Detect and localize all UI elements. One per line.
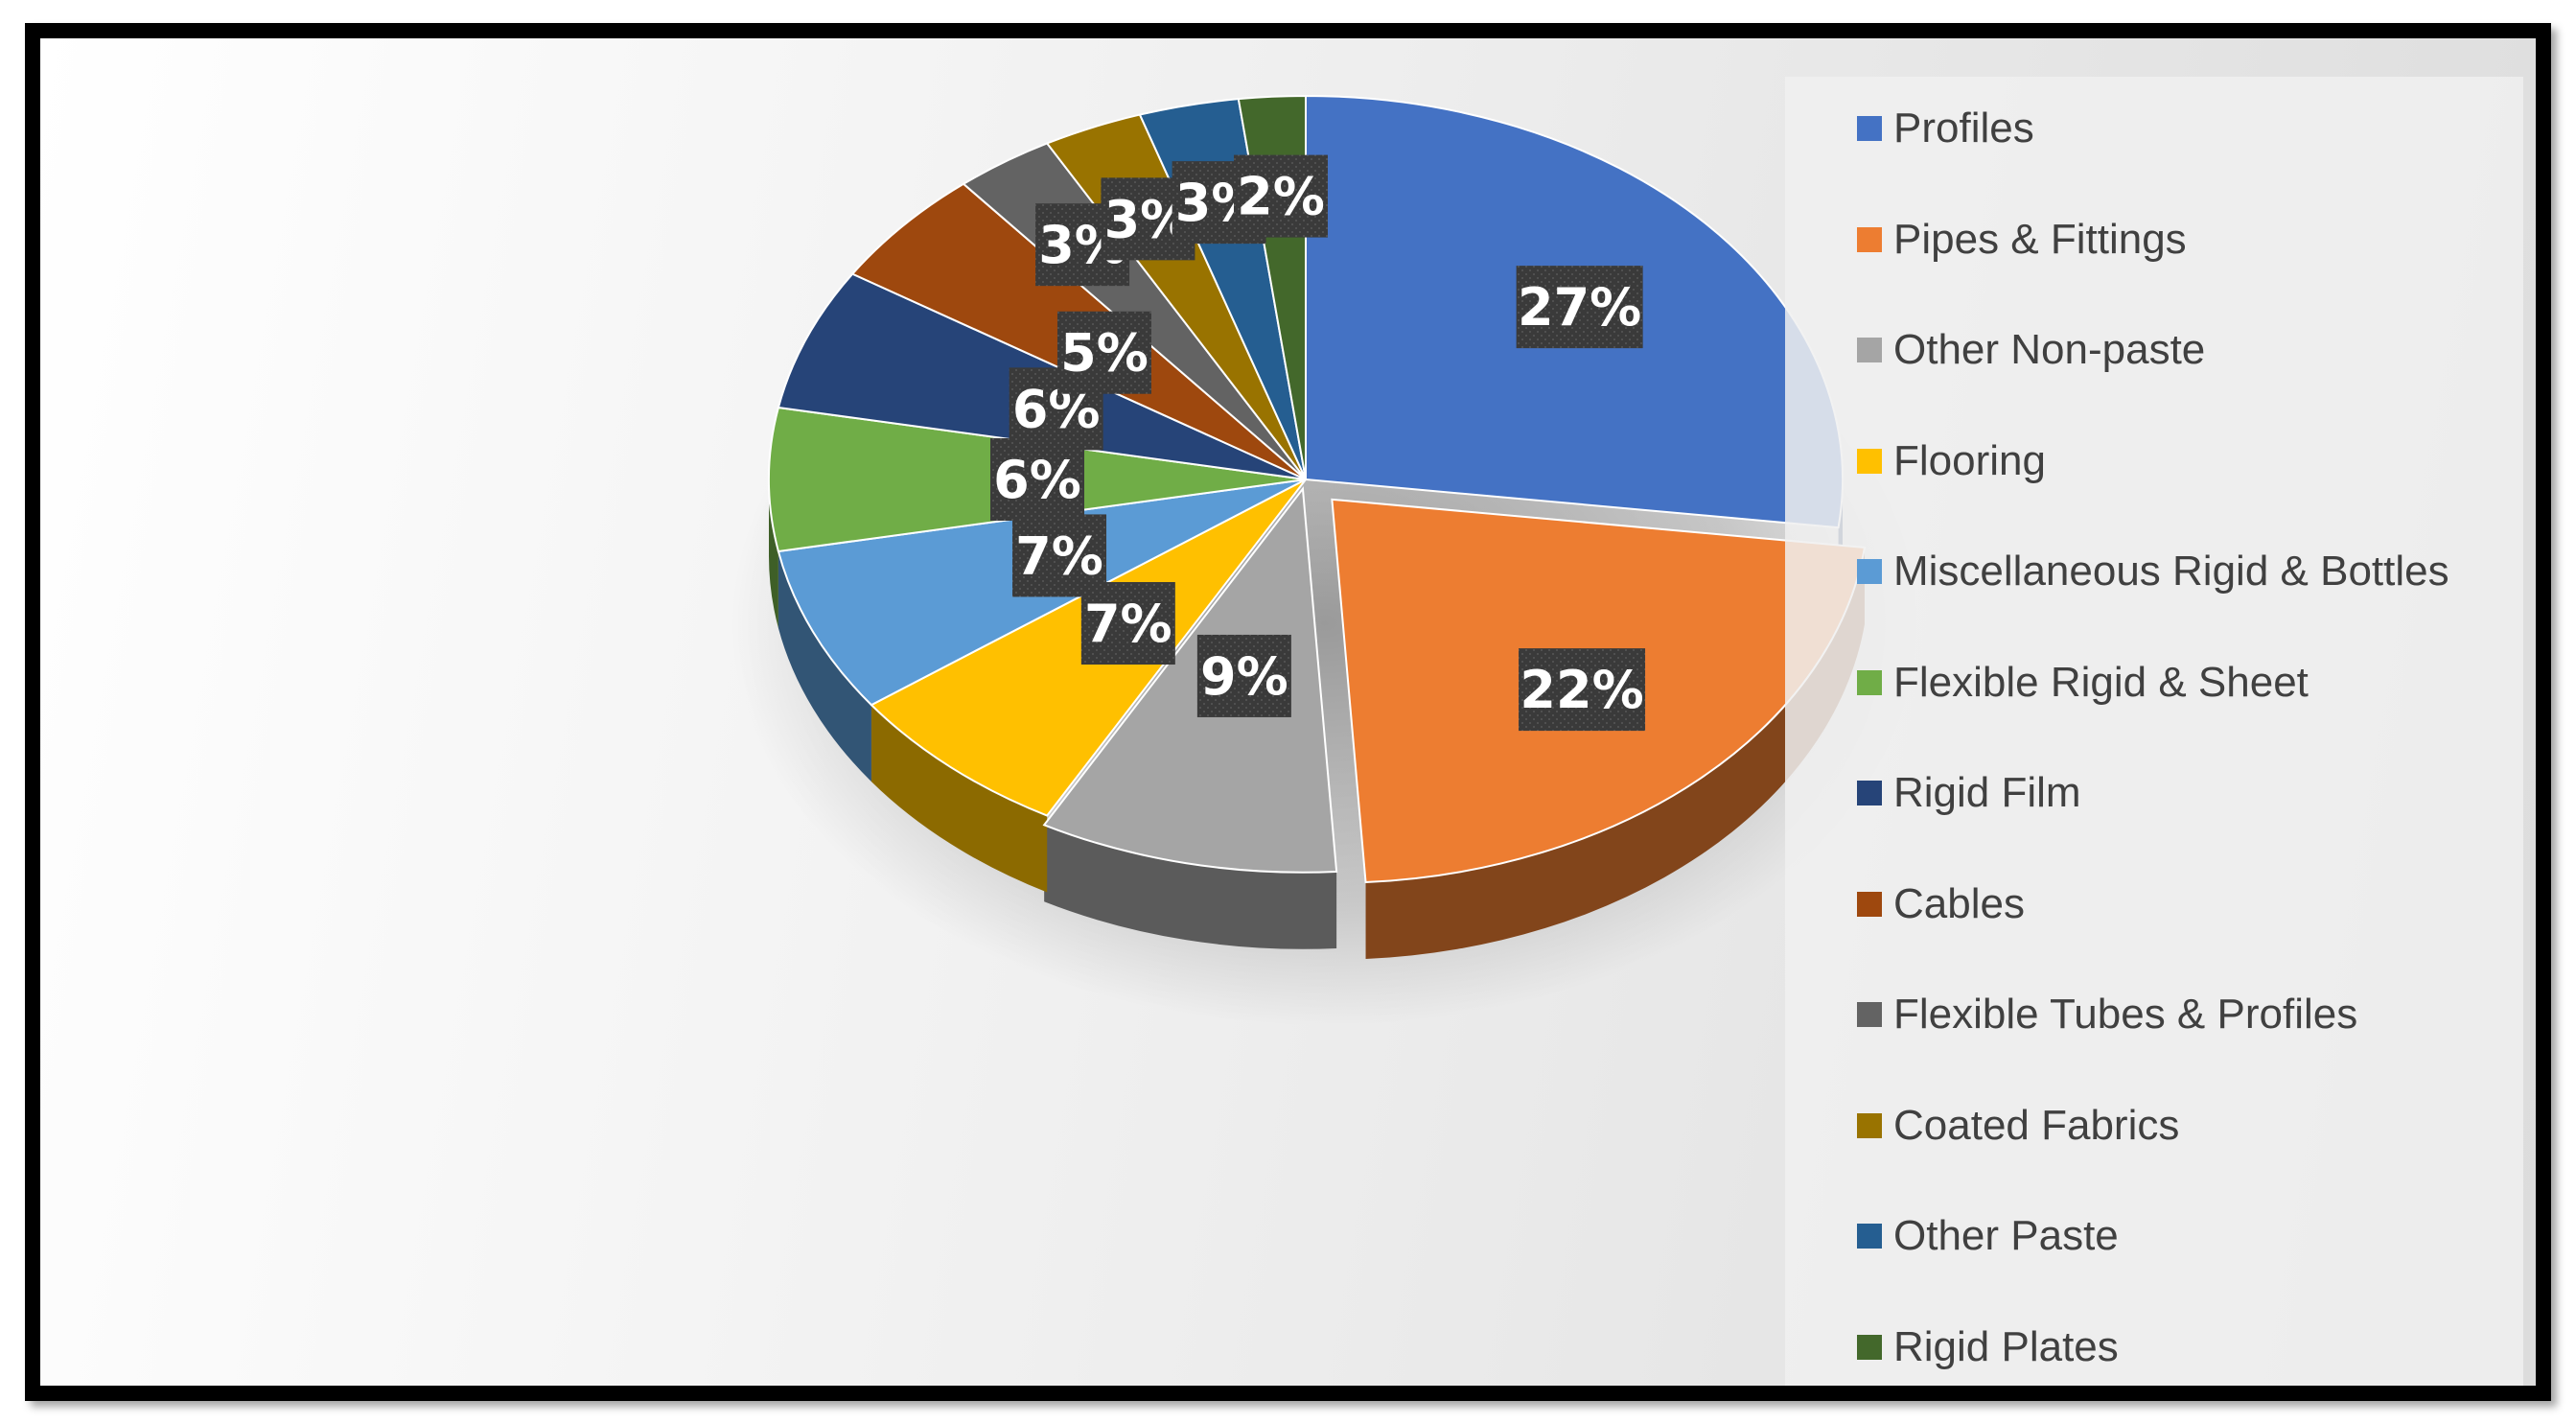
data-label-profiles: 27% (1516, 266, 1643, 349)
data-label-text: 7% (1084, 594, 1172, 654)
data-label-box (1012, 514, 1107, 597)
legend-swatch (1857, 781, 1882, 805)
chart-frame: 27% 22% 9% 7% 7% 6% 6% 5% 3% 3% 3% 2% Profiles Pipes… (25, 23, 2551, 1401)
data-label-miscellaneous-rigid-and-bottles: 7% (1012, 514, 1107, 597)
legend-label: Profiles (1893, 105, 2034, 152)
legend-swatch (1857, 891, 1882, 917)
legend-swatch (1857, 559, 1882, 584)
legend-item-flooring: Flooring (1857, 432, 2046, 490)
legend-item-miscellaneous-rigid-and-bottles: Miscellaneous Rigid & Bottles (1857, 543, 2449, 600)
legend-swatch (1857, 1334, 1882, 1360)
legend-label: Flexible Tubes & Profiles (1893, 991, 2358, 1038)
legend-label: Flexible Rigid & Sheet (1893, 658, 2309, 706)
legend-item-coated-fabrics: Coated Fabrics (1857, 1097, 2179, 1155)
legend-swatch (1857, 448, 1882, 474)
legend-swatch (1857, 1224, 1882, 1249)
data-label-text: 27% (1518, 277, 1641, 338)
data-label-box (990, 438, 1084, 521)
pie-chart: 27%22%9%7%7%6%6%5%3%3%3%2% (731, 94, 1919, 1026)
pie-side-flooring (870, 705, 1048, 893)
legend-label: Cables (1893, 879, 2025, 927)
data-label-text: 7% (1015, 525, 1103, 586)
legend-item-flexible-rigid-and-sheet: Flexible Rigid & Sheet (1857, 654, 2309, 712)
legend-swatch (1857, 226, 1882, 252)
legend-item-other-non-paste: Other Non-paste (1857, 321, 2205, 379)
legend-item-rigid-plates: Rigid Plates (1857, 1319, 2119, 1376)
data-label-cables: 5% (1056, 311, 1151, 394)
legend-swatch (1857, 1112, 1882, 1138)
legend-label: Miscellaneous Rigid & Bottles (1893, 548, 2449, 595)
legend-swatch (1857, 669, 1882, 695)
legend-label: Rigid Film (1893, 769, 2081, 816)
legend-item-rigid-film: Rigid Film (1857, 764, 2081, 822)
legend-item-flexible-tubes-and-profiles: Flexible Tubes & Profiles (1857, 986, 2357, 1043)
data-label-text: 6% (993, 450, 1081, 510)
legend-item-cables: Cables (1857, 875, 2025, 933)
legend-panel (1785, 77, 2523, 1386)
legend-swatch (1857, 116, 1882, 141)
legend-label: Coated Fabrics (1893, 1101, 2180, 1149)
legend-label: Other Non-paste (1893, 326, 2206, 373)
legend-item-other-paste: Other Paste (1857, 1207, 2119, 1265)
data-label-pipes-and-fittings: 22% (1519, 648, 1646, 732)
data-label-box (1519, 648, 1646, 732)
data-label-text: 5% (1060, 323, 1149, 384)
legend-item-profiles: Profiles (1857, 100, 2034, 157)
data-label-box (1516, 266, 1643, 349)
legend-label: Other Paste (1893, 1212, 2119, 1259)
data-label-rigid-plates: 2% (1233, 154, 1328, 238)
legend-swatch (1857, 338, 1882, 362)
pie-side-other-non-paste (1044, 825, 1337, 949)
data-label-text: 9% (1200, 646, 1288, 707)
pie-side-pipes-and-fittings (1365, 547, 1865, 960)
data-label-text: 2% (1237, 167, 1325, 227)
data-label-other-non-paste: 9% (1196, 634, 1291, 717)
data-label-flexible-rigid-and-sheet: 6% (990, 438, 1084, 521)
legend-label: Flooring (1893, 436, 2046, 484)
data-label-box (1196, 634, 1291, 717)
data-label-box (1233, 154, 1328, 238)
legend-label: Pipes & Fittings (1893, 215, 2187, 263)
pie-side-miscellaneous-rigid-and-bottles (777, 550, 871, 782)
legend-item-pipes-and-fittings: Pipes & Fittings (1857, 211, 2187, 268)
data-label-box (1056, 311, 1151, 394)
data-label-text: 22% (1520, 660, 1643, 720)
legend-swatch (1857, 1002, 1882, 1027)
pie-slice-other-non-paste (1042, 486, 1338, 874)
legend-label: Rigid Plates (1893, 1322, 2119, 1370)
